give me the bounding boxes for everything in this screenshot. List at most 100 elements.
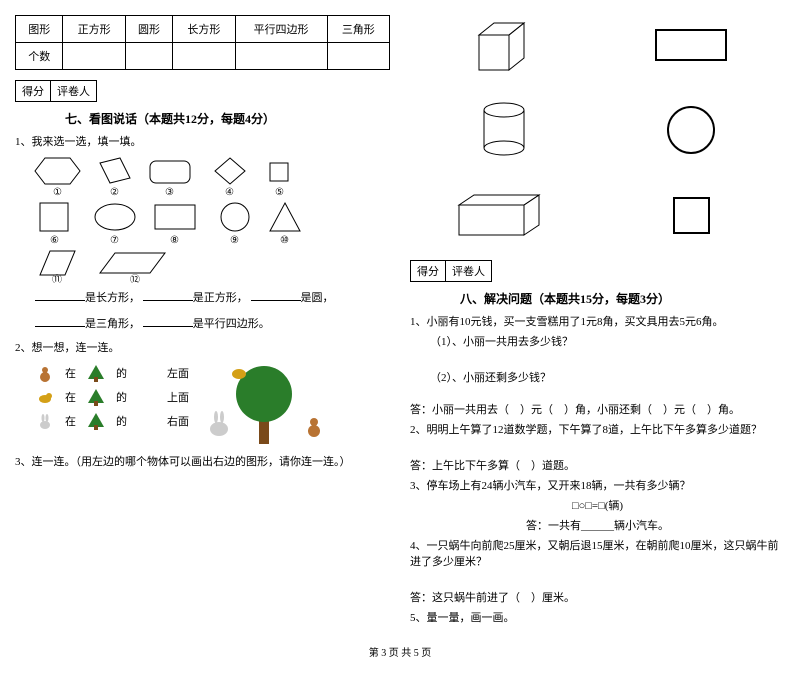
fill-line-1: 是长方形， 是正方形， 是圆，: [35, 289, 390, 309]
svg-text:⑧: ⑧: [170, 235, 179, 246]
svg-text:⑫: ⑫: [130, 274, 140, 283]
conn-row: 在 的 左面: [35, 363, 189, 383]
s8-q3-ans: 答：一共有______辆小汽车。: [410, 517, 785, 533]
fill-text: 是圆，: [301, 292, 334, 304]
blank: [251, 290, 301, 301]
conn-row: 在 的 右面: [35, 411, 189, 431]
fill-text: 是平行四边形。: [193, 318, 270, 330]
spacer: [410, 389, 785, 397]
svg-text:③: ③: [165, 187, 174, 198]
conn-text: 的: [116, 365, 127, 381]
cell: [235, 43, 327, 70]
blank: [35, 290, 85, 301]
solid-shapes-grid: [410, 15, 785, 260]
page-footer: 第 3 页 共 5 页: [15, 644, 785, 659]
square-icon: [618, 185, 766, 245]
fill-text: 是三角形，: [85, 318, 140, 330]
row-label: 个数: [16, 43, 63, 70]
svg-text:⑥: ⑥: [50, 235, 59, 246]
s8-q2: 2、明明上午算了12道数学题，下午算了8道，上午比下午多算多少道题？: [410, 421, 785, 437]
table-row: 图形 正方形 圆形 长方形 平行四边形 三角形: [16, 16, 390, 43]
s8-q1-ans: 答：小丽一共用去（ ）元（ ）角，小丽还剩（ ）元（ ）角。: [410, 401, 785, 417]
th-tri: 三角形: [327, 16, 389, 43]
big-tree-scene: [199, 359, 339, 449]
svg-text:①: ①: [53, 187, 62, 198]
s8-q4-ans: 答：这只蜗牛前进了（ ）厘米。: [410, 589, 785, 605]
rectangle-icon: [618, 15, 766, 75]
score-label: 得分: [411, 261, 446, 281]
q3-text: 3、连一连。（用左边的哪个物体可以画出右边的图形，请你连一连。）: [15, 453, 390, 469]
section7-title: 七、看图说话（本题共12分，每题4分）: [65, 110, 390, 127]
s8-q4: 4、一只蜗牛向前爬25厘米，又朝后退15厘米，在朝前爬10厘米，这只蜗牛前进了多…: [410, 537, 785, 569]
th-circle: 圆形: [125, 16, 172, 43]
conn-text: 的: [116, 413, 127, 429]
score-box-2: 得分 评卷人: [410, 260, 492, 282]
rabbit-icon: [35, 411, 55, 431]
connect-area: 在 的 左面 在 的 上面 在 的 右面: [15, 359, 390, 449]
shape-count-table: 图形 正方形 圆形 长方形 平行四边形 三角形 个数: [15, 15, 390, 70]
conn-text: 的: [116, 389, 127, 405]
tree-icon: [86, 387, 106, 407]
shapes-diagram: ① ② ③ ④ ⑤ ⑥ ⑦ ⑧ ⑨ ⑩: [25, 153, 345, 283]
tree-icon: [86, 411, 106, 431]
cube-icon: [430, 15, 578, 75]
cylinder-icon: [430, 100, 578, 160]
score-label: 得分: [16, 81, 51, 101]
q1-text: 1、我来选一选，填一填。: [15, 133, 390, 149]
spacer: [410, 353, 785, 365]
section8-title: 八、解决问题（本题共15分，每题3分）: [460, 290, 785, 307]
svg-text:⑨: ⑨: [230, 235, 239, 246]
grader-label: 评卷人: [446, 261, 491, 281]
svg-text:⑩: ⑩: [280, 235, 289, 246]
fill-text: 是长方形，: [85, 292, 140, 304]
s8-q1-1: （1）、小丽一共用去多少钱？: [430, 333, 785, 349]
q2-text: 2、想一想，连一连。: [15, 339, 390, 355]
blank: [143, 290, 193, 301]
s8-q1-2: （2）、小丽还剩多少钱？: [430, 369, 785, 385]
th-para: 平行四边形: [235, 16, 327, 43]
pos-text: 左面: [167, 365, 189, 381]
left-column: 图形 正方形 圆形 长方形 平行四边形 三角形 个数 得分 评卷人 七、看图说话…: [15, 15, 390, 629]
pos-text: 上面: [167, 389, 189, 405]
pos-text: 右面: [167, 413, 189, 429]
blank: [143, 316, 193, 327]
right-column: 得分 评卷人 八、解决问题（本题共15分，每题3分） 1、小丽有10元钱，买一支…: [410, 15, 785, 629]
cell: [173, 43, 235, 70]
th-rect: 长方形: [173, 16, 235, 43]
cuboid-icon: [430, 185, 578, 245]
spacer: [410, 441, 785, 453]
svg-text:⑤: ⑤: [275, 187, 284, 198]
grader-label: 评卷人: [51, 81, 96, 101]
s8-q2-ans: 答：上午比下午多算（ ）道题。: [410, 457, 785, 473]
bird-icon: [35, 387, 55, 407]
svg-text:②: ②: [110, 187, 119, 198]
conn-text: 在: [65, 389, 76, 405]
table-row: 个数: [16, 43, 390, 70]
th-shape: 图形: [16, 16, 63, 43]
cell: [327, 43, 389, 70]
s8-q1: 1、小丽有10元钱，买一支雪糕用了1元8角，买文具用去5元6角。: [410, 313, 785, 329]
conn-text: 在: [65, 365, 76, 381]
shapes-svg: ① ② ③ ④ ⑤ ⑥ ⑦ ⑧ ⑨ ⑩: [25, 153, 345, 283]
cell: [63, 43, 125, 70]
conn-row: 在 的 上面: [35, 387, 189, 407]
svg-text:⑪: ⑪: [52, 274, 62, 283]
page-container: 图形 正方形 圆形 长方形 平行四边形 三角形 个数 得分 评卷人 七、看图说话…: [15, 15, 785, 629]
fill-text: 是正方形，: [193, 292, 248, 304]
svg-text:⑦: ⑦: [110, 235, 119, 246]
s8-q3: 3、停车场上有24辆小汽车，又开来18辆，一共有多少辆？: [410, 477, 785, 493]
tree-icon: [86, 363, 106, 383]
fill-line-2: 是三角形， 是平行四边形。: [35, 315, 390, 335]
th-square: 正方形: [63, 16, 125, 43]
svg-text:④: ④: [225, 187, 234, 198]
conn-text: 在: [65, 413, 76, 429]
spacer: [410, 573, 785, 585]
blank: [35, 316, 85, 327]
score-box: 得分 评卷人: [15, 80, 97, 102]
s8-q5: 5、量一量，画一画。: [410, 609, 785, 625]
squirrel-icon: [35, 363, 55, 383]
s8-q3-eq: □○□=□(辆): [410, 497, 785, 513]
connect-rows: 在 的 左面 在 的 上面 在 的 右面: [15, 359, 189, 435]
cell: [125, 43, 172, 70]
circle-icon: [618, 100, 766, 160]
